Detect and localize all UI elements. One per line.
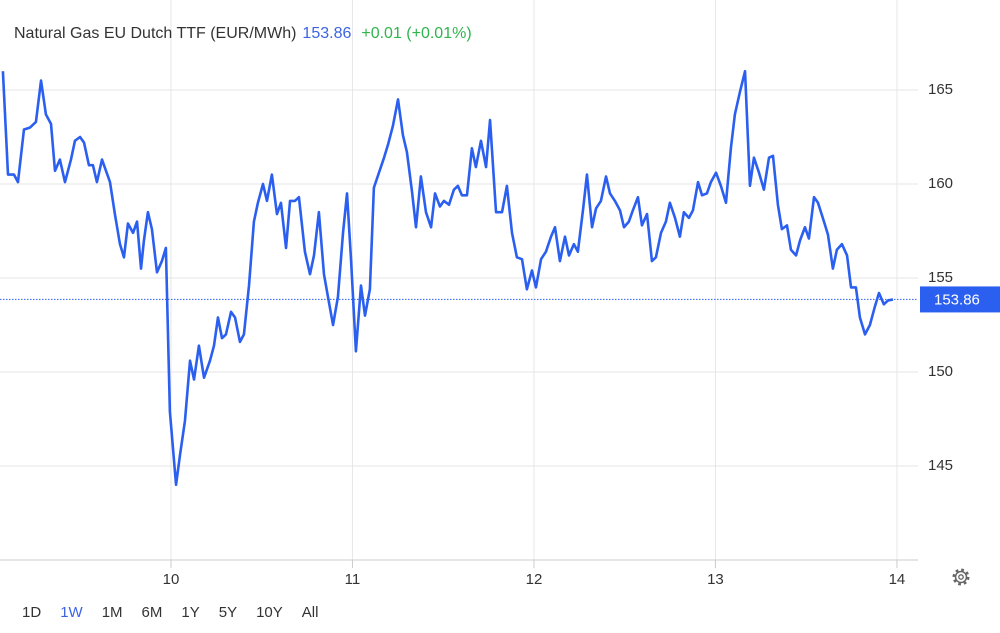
range-button[interactable]: 1W bbox=[60, 604, 83, 621]
last-price: 153.86 bbox=[302, 25, 351, 42]
chart-title: Natural Gas EU Dutch TTF (EUR/MWh) bbox=[14, 25, 296, 42]
header: Natural Gas EU Dutch TTF (EUR/MWh) 153.8… bbox=[14, 25, 472, 42]
range-button[interactable]: 10Y bbox=[256, 604, 283, 621]
gear-teeth bbox=[952, 568, 970, 586]
price-line bbox=[1, 69, 894, 487]
plot: 153.86 bbox=[0, 69, 1000, 487]
settings-icon[interactable] bbox=[952, 568, 970, 586]
x-tick-label: 11 bbox=[345, 571, 361, 588]
range-button[interactable]: 1M bbox=[102, 604, 123, 621]
y-tick-label: 160 bbox=[928, 175, 953, 192]
range-selector: 1D 1W 1M 6M 1Y 5Y 10Y All bbox=[22, 604, 318, 621]
x-tick-label: 12 bbox=[526, 571, 543, 588]
range-button[interactable]: 6M bbox=[142, 604, 163, 621]
last-price-badge-label: 153.86 bbox=[934, 291, 980, 308]
grid: 145 150 155 160 165 10 11 12 13 14 bbox=[0, 0, 953, 588]
gear-hub bbox=[958, 574, 964, 580]
range-button[interactable]: 5Y bbox=[219, 604, 237, 621]
y-tick-label: 145 bbox=[928, 457, 953, 474]
last-price-badge bbox=[920, 286, 1000, 313]
y-tick-label: 155 bbox=[928, 269, 953, 286]
x-tick-label: 10 bbox=[163, 571, 180, 588]
y-tick-label: 165 bbox=[928, 81, 953, 98]
range-button[interactable]: 1D bbox=[22, 604, 41, 621]
range-button[interactable]: 1Y bbox=[181, 604, 199, 621]
y-tick-label: 150 bbox=[928, 363, 953, 380]
price-change: +0.01 (+0.01%) bbox=[361, 25, 471, 42]
gear-ring bbox=[954, 570, 968, 584]
range-button[interactable]: All bbox=[302, 604, 319, 621]
x-tick-label: 13 bbox=[707, 571, 724, 588]
x-tick-label: 14 bbox=[889, 571, 906, 588]
